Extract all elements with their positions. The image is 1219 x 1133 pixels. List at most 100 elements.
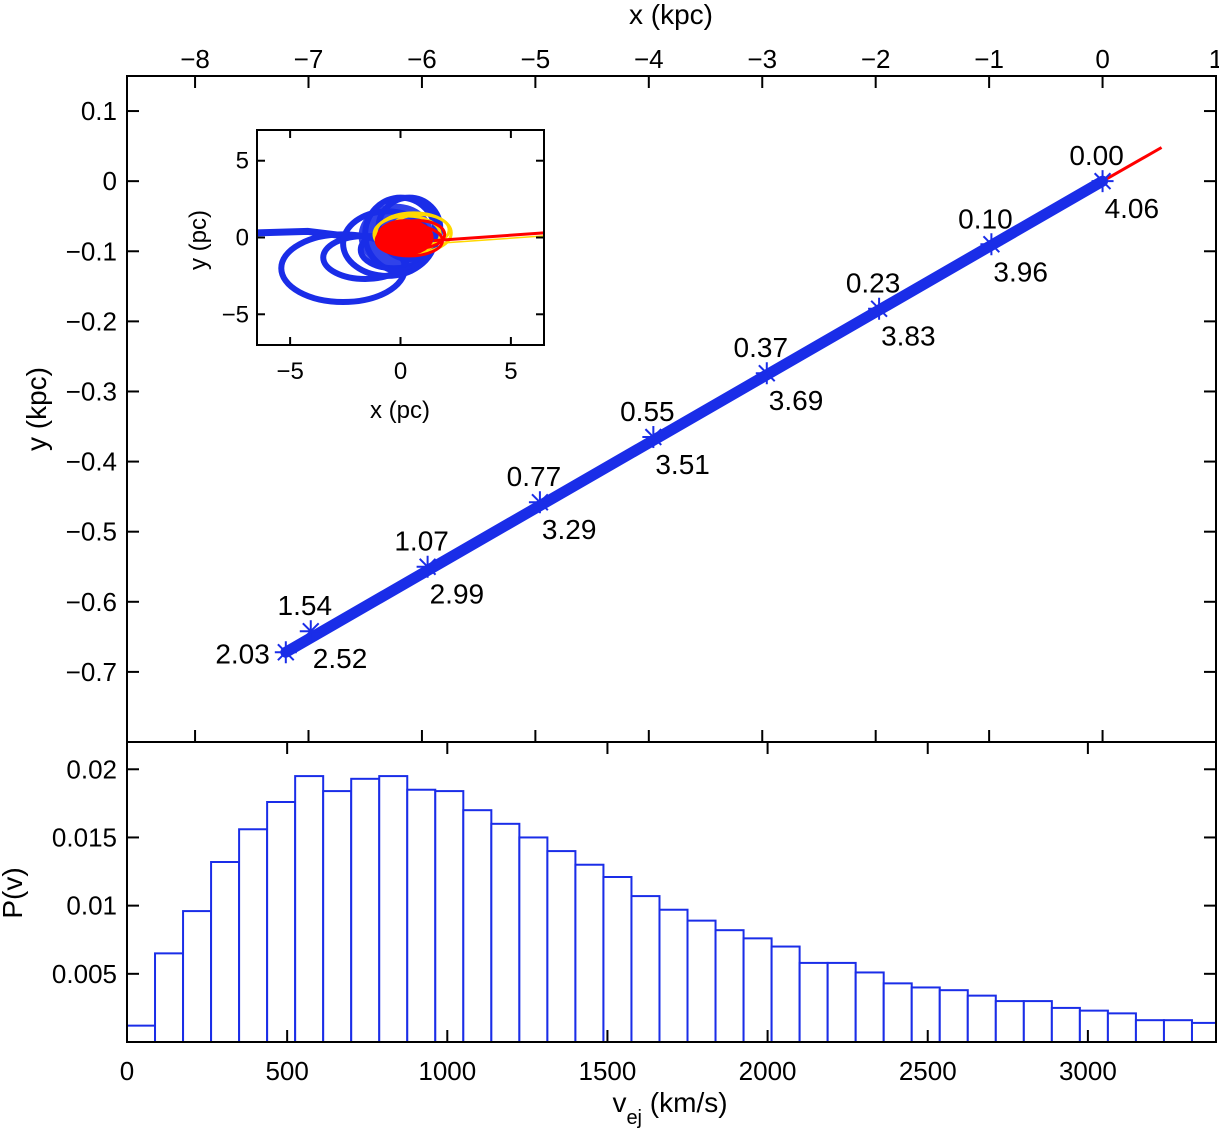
top-x-tick-label: −8 [180,44,210,74]
marker-velocity-label: 3.29 [542,514,597,545]
marker-velocity-label: 3.69 [769,385,824,416]
histogram-bar [1106,1012,1137,1044]
histogram-bar [434,790,465,1043]
marker-star-stroke [870,300,888,318]
histogram-bar [210,861,241,1043]
trajectory-marker [642,426,665,449]
top-x-tick-label: −5 [521,44,551,74]
trajectory-marker [528,491,551,514]
trajectory-marker [416,555,439,578]
histogram-bar [1190,1021,1217,1044]
marker-star-stroke [418,558,437,576]
histogram-bar [182,910,213,1043]
trajectory-y-tick-label: −0.6 [66,587,117,617]
histogram-axes: 0 500 1000 1500 2000 2500 3000 0.02 0.015 0.01 0.0… [52,742,1216,1086]
histogram-y-tick-label: 0.015 [52,822,117,852]
inset-y-tick-label: 0 [236,225,249,252]
marker-star-stroke [758,364,776,382]
trajectory-y-tick-label: −0.7 [66,657,117,687]
top-x-tick-label: −2 [861,44,891,74]
inset-y-tick-label: 5 [236,148,249,175]
histogram-bar [1022,1000,1053,1043]
histogram-x-tick-label: 2000 [739,1056,797,1086]
marker-star-stroke [531,493,549,511]
inset-y-axis-label: y (pc) [185,210,212,270]
histogram-bar [854,971,885,1043]
histogram-bar [322,790,353,1043]
inset-x-axis-label: x (pc) [370,397,430,424]
histogram-bar [938,989,969,1044]
histogram-x-axis-label-units: (km/s) [642,1087,728,1118]
top-x-tick-label: −4 [634,44,664,74]
histogram-bar [770,945,801,1044]
histogram-bar [574,863,605,1044]
trajectory-y-tick-label: −0.2 [66,306,117,336]
marker-time-label: 1.54 [278,590,333,621]
marker-velocity-label: 2.99 [430,579,485,610]
inset-x-tick-label: 0 [394,358,407,385]
histogram-bar [742,937,773,1044]
inset-x-tick-label: 5 [504,358,517,385]
histogram-x-tick-label: 2500 [899,1056,957,1086]
histogram-plot-frame [126,741,1217,1043]
histogram-bar [294,775,325,1043]
histogram-x-axis-label-main: v [612,1087,626,1118]
marker-star-stroke [277,643,295,661]
trajectory-marker [755,362,778,385]
histogram-bar [630,895,661,1043]
histogram-x-tick-label: 1500 [579,1056,637,1086]
top-x-tick-label: 0 [1095,44,1109,74]
histogram-bar [882,982,913,1044]
histogram-bar [378,775,409,1043]
histogram-bar [826,961,857,1044]
marker-time-label: 0.10 [958,203,1013,234]
top-x-tick-label: −1 [974,44,1004,74]
marker-time-label: 1.07 [394,526,449,557]
marker-label: 2.03 [215,638,270,669]
histogram-bar [966,994,997,1043]
histogram-bar [1050,1006,1081,1044]
histogram-x-tick-label: 1000 [418,1056,476,1086]
histogram-bar [686,919,717,1043]
inset-red-loop [390,219,447,250]
marker-time-label: 0.23 [846,268,901,299]
inset-red-loop [374,223,444,258]
trajectory-marker [299,620,322,643]
histogram-y-tick-label: 0.01 [66,891,117,921]
inset-yellow-tail [433,235,544,245]
histogram-bar [518,836,549,1043]
top-x-tick-label: 1 [1209,44,1219,74]
histogram-x-axis-label: vej (km/s) [612,1087,727,1129]
trajectory-y-axis-label: y (kpc) [21,367,52,451]
inset-y-tick-label: −5 [222,301,249,328]
marker-star-stroke [302,622,320,640]
trajectory-y-tick-label: 0.1 [81,96,117,126]
histogram-y-axis-label: P(v) [0,867,28,918]
marker-star-stroke [982,235,1001,253]
histogram-bar [238,828,269,1043]
trajectory-marker [1091,170,1114,193]
marker-time-label: 0.37 [734,332,789,363]
inset-axes: −5 0 5 5 0 −5 [222,130,544,385]
trajectory-y-axis: 0.10−0.1−0.2−0.3−0.4−0.5−0.6−0.7 [66,96,1216,687]
histogram-bar [714,929,745,1044]
histogram-bar [602,876,633,1043]
histogram-bar [1162,1019,1193,1044]
histogram-bar [658,908,689,1044]
trajectory-plot-area: 2.03 1.54 2.52 1.07 2.99 0.77 3.29 0.55 3.51 0.37… [215,140,1163,674]
trajectory-marker [980,233,1003,256]
trajectory-y-tick-label: 0 [103,166,117,196]
marker-velocity-label: 3.96 [993,256,1048,287]
outflow-line [1101,146,1163,183]
histogram-x-tick-label: 0 [120,1056,134,1086]
inset-red-tail [433,231,544,243]
inset-plot-area [257,194,544,306]
histogram-bar [490,822,521,1043]
histogram-bar [154,952,185,1044]
histogram-bar [266,801,297,1043]
trajectory-y-tick-label: −0.1 [66,236,117,266]
histogram-bar [546,850,577,1043]
histogram-bar [1134,1019,1165,1044]
histogram-bar [994,1000,1025,1043]
